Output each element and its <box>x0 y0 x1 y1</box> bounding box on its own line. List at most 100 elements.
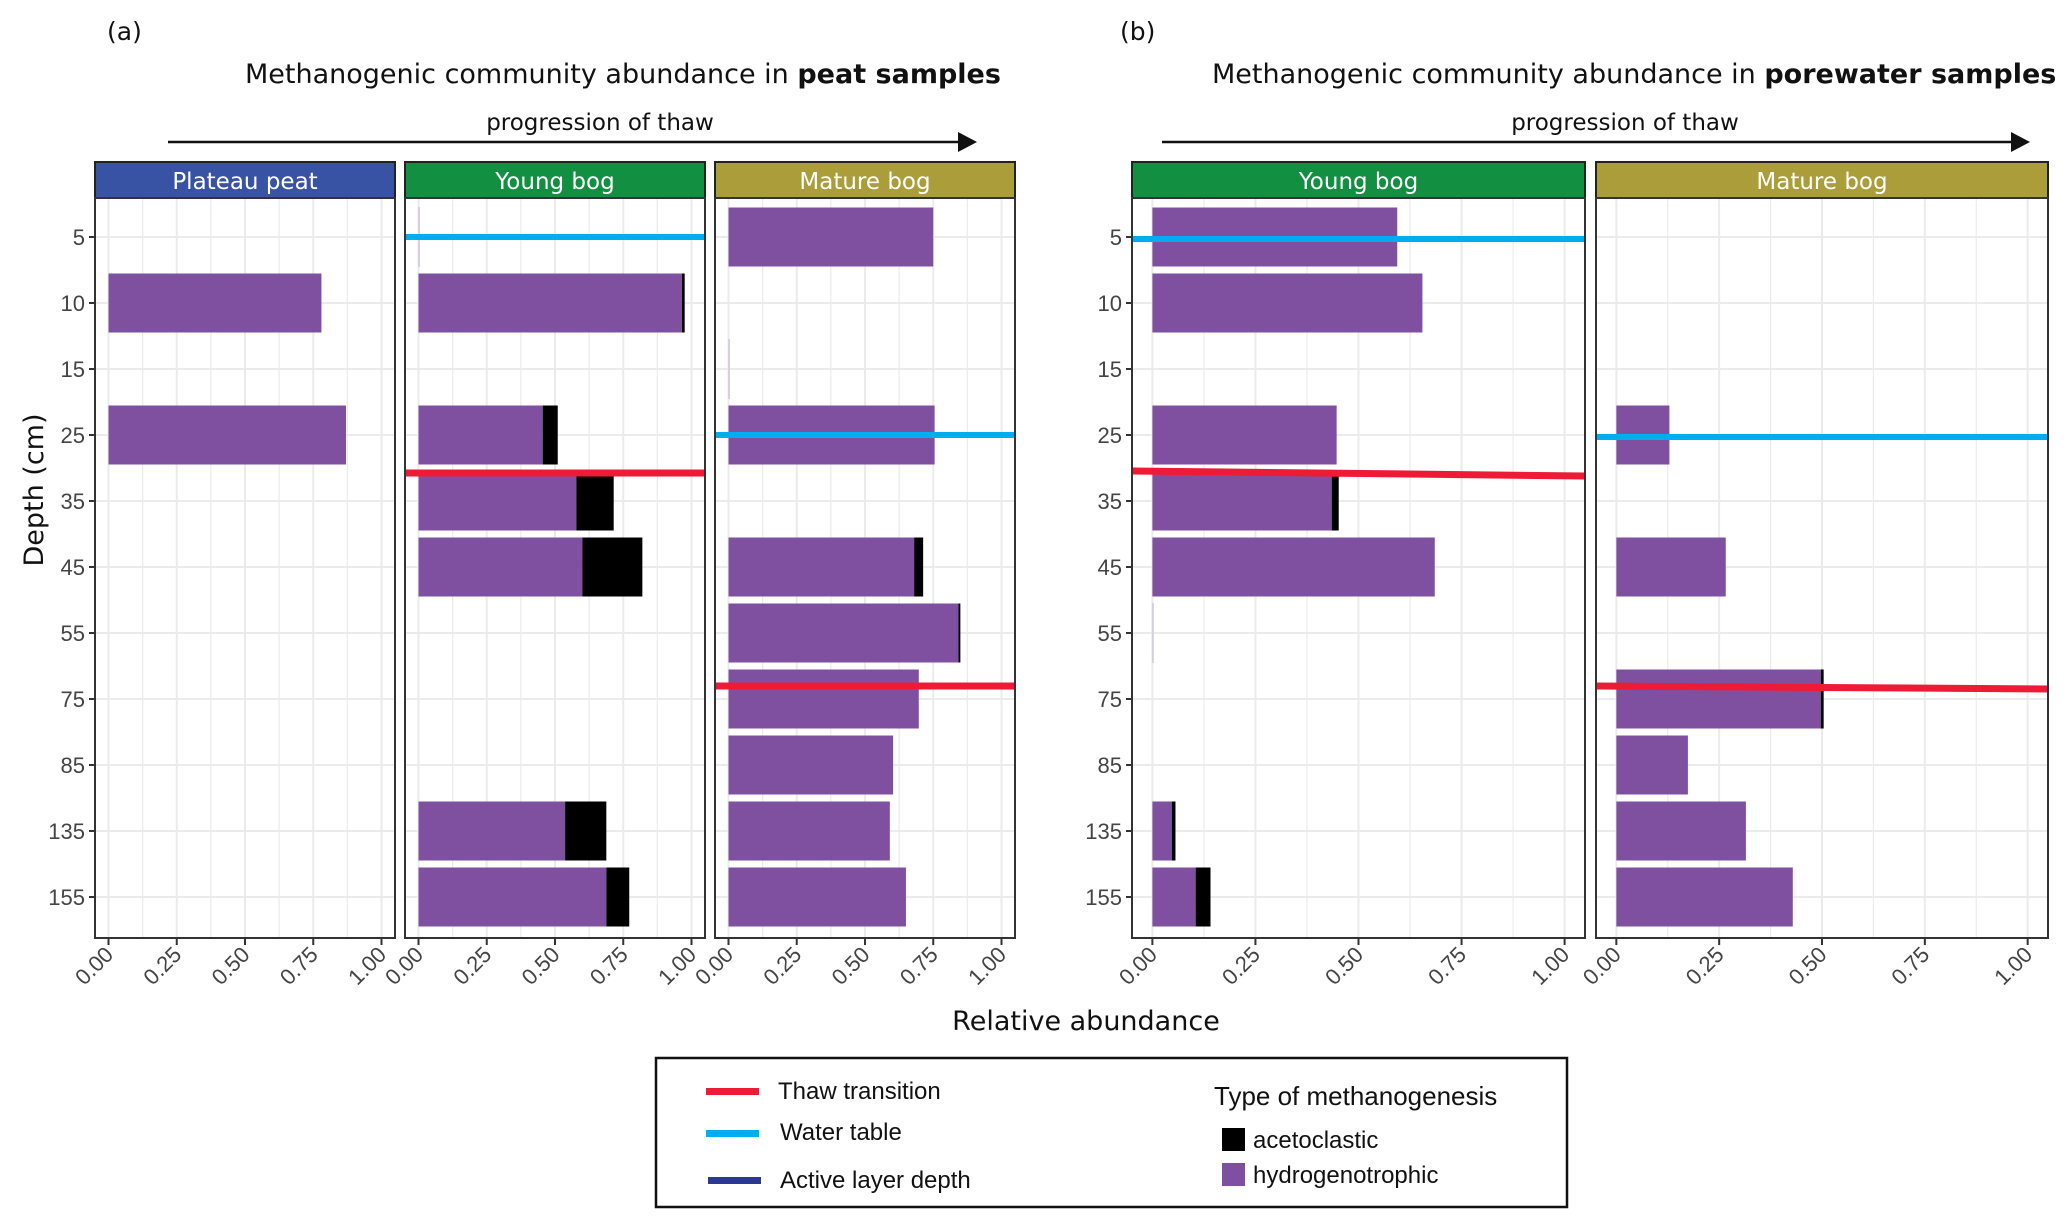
facet-mature-bog: Mature bog 0.00 0.25 0.50 0.75 1.00 <box>1578 161 2049 990</box>
x-tick-label: 0.25 <box>448 942 496 990</box>
y-tick-label: 75 <box>1098 687 1122 712</box>
bar-acetoclastic <box>565 801 607 861</box>
x-tick-label: 0.50 <box>207 942 255 990</box>
bar-hydrogenotrophic <box>418 801 566 861</box>
facet-strip-label: Mature bog <box>799 169 930 195</box>
facet-strip-label: Young bog <box>1298 169 1418 195</box>
bar-hydrogenotrophic <box>418 273 682 333</box>
facet-strip <box>714 161 1016 199</box>
legend: Thaw transition Water table Active layer… <box>654 1056 1569 1209</box>
thaw-arrow-peat <box>168 132 977 152</box>
panel-a-label: (a) <box>107 17 142 46</box>
y-tick-label: 55 <box>61 621 85 646</box>
facet-strip-label: Young bog <box>494 169 614 195</box>
y-tick-label: 155 <box>1085 885 1122 910</box>
bar-hydrogenotrophic <box>1616 537 1726 597</box>
bar-acetoclastic <box>1195 867 1211 927</box>
bar-hydrogenotrophic <box>1152 867 1196 927</box>
bar-hydrogenotrophic <box>1616 801 1746 861</box>
bar-hydrogenotrophic <box>728 867 906 927</box>
bar-hydrogenotrophic <box>728 669 919 729</box>
x-tick-label: 0.50 <box>517 942 565 990</box>
y-tick-label: 35 <box>61 489 85 514</box>
x-tick-label: 0.75 <box>895 942 943 990</box>
y-tick-label: 10 <box>61 291 85 316</box>
bar-hydrogenotrophic <box>728 603 959 663</box>
bar-hydrogenotrophic <box>1616 867 1793 927</box>
x-tick-label: 0.00 <box>690 942 738 990</box>
x-tick-label: 1.00 <box>343 942 391 990</box>
x-tick-label: 0.00 <box>70 942 118 990</box>
thaw-arrow-porewater <box>1162 132 2030 152</box>
x-tick-label: 1.00 <box>653 942 701 990</box>
legend-item-hydrogenotrophic: hydrogenotrophic <box>1222 1162 1438 1189</box>
bar-hydrogenotrophic <box>418 867 607 927</box>
bar-acetoclastic <box>606 867 630 927</box>
facet-young-bog: Young bog 0.00 0.25 0.50 0.75 1.00 <box>380 161 706 990</box>
x-tick-label: 0.25 <box>138 942 186 990</box>
x-tick-label: 0.50 <box>827 942 875 990</box>
y-tick-label: 75 <box>61 687 85 712</box>
y-tick-label: 135 <box>1085 819 1122 844</box>
legend-label: Thaw transition <box>778 1078 941 1105</box>
bar-hydrogenotrophic <box>1152 801 1172 861</box>
y-tick-label: 15 <box>1098 357 1122 382</box>
x-tick-label: 0.25 <box>1681 942 1729 990</box>
acetoclastic-swatch <box>1222 1128 1245 1151</box>
bar-hydrogenotrophic <box>728 801 890 861</box>
legend-label: acetoclastic <box>1253 1127 1378 1154</box>
subtitle-peat: progression of thaw <box>486 110 714 136</box>
title-bold: peat samples <box>797 59 1001 90</box>
x-tick-label: 1.00 <box>963 942 1011 990</box>
bar-hydrogenotrophic <box>728 537 915 597</box>
title-bold: porewater samples <box>1764 59 2056 90</box>
y-axis-peat: 5 10 15 25 35 45 55 75 85 135 155 <box>48 225 95 910</box>
bar-acetoclastic <box>542 405 558 465</box>
title-plain: Methanogenic community abundance in <box>1212 59 1764 90</box>
legend-item-water-table: Water table <box>706 1119 902 1146</box>
thaw-transition-line <box>1595 682 2049 693</box>
bar-hydrogenotrophic <box>418 537 583 597</box>
facet-strip-label: Plateau peat <box>172 169 317 195</box>
facet-young-bog: Young bog 0.00 0.25 0.50 0.75 1.00 <box>1114 161 1586 990</box>
bar-hydrogenotrophic <box>1616 669 1821 729</box>
bar-hydrogenotrophic <box>1152 405 1337 465</box>
x-tick-label: 0.75 <box>275 942 323 990</box>
bar-acetoclastic <box>1171 801 1176 861</box>
y-tick-label: 15 <box>61 357 85 382</box>
x-tick-label: 0.75 <box>1886 942 1934 990</box>
y-tick-label: 10 <box>1098 291 1122 316</box>
y-tick-label: 5 <box>1110 225 1122 250</box>
bar-hydrogenotrophic <box>1152 537 1435 597</box>
y-axis-title: Depth (cm) <box>19 413 50 566</box>
facet-strip <box>404 161 706 199</box>
y-tick-label: 5 <box>73 225 85 250</box>
x-tick-label: 0.25 <box>1217 942 1265 990</box>
thaw-transition-swatch <box>706 1088 759 1095</box>
bar-hydrogenotrophic <box>1152 273 1423 333</box>
x-axis-title: Relative abundance <box>952 1006 1220 1037</box>
y-tick-label: 25 <box>1098 423 1122 448</box>
y-tick-label: 45 <box>1098 555 1122 580</box>
x-tick-label: 0.00 <box>1114 942 1162 990</box>
bar-hydrogenotrophic <box>418 471 577 531</box>
thaw-transition-line <box>1131 467 1586 480</box>
active-layer-swatch <box>708 1177 761 1184</box>
panel-b-label: (b) <box>1120 17 1155 46</box>
bar-hydrogenotrophic <box>728 339 730 399</box>
x-tick-label: 1.00 <box>1989 942 2037 990</box>
bar-hydrogenotrophic <box>728 735 894 795</box>
bar-acetoclastic <box>914 537 924 597</box>
legend-box <box>654 1056 1569 1209</box>
y-tick-label: 155 <box>48 885 85 910</box>
legend-label: Active layer depth <box>780 1167 971 1194</box>
x-tick-label: 0.75 <box>585 942 633 990</box>
title-plain: Methanogenic community abundance in <box>245 59 797 90</box>
legend-item-acetoclastic: acetoclastic <box>1222 1127 1378 1154</box>
y-tick-label: 85 <box>1098 753 1122 778</box>
hydrogenotrophic-swatch <box>1222 1163 1245 1186</box>
bar-hydrogenotrophic <box>1152 471 1332 531</box>
y-tick-label: 55 <box>1098 621 1122 646</box>
bar-acetoclastic <box>1331 471 1339 531</box>
